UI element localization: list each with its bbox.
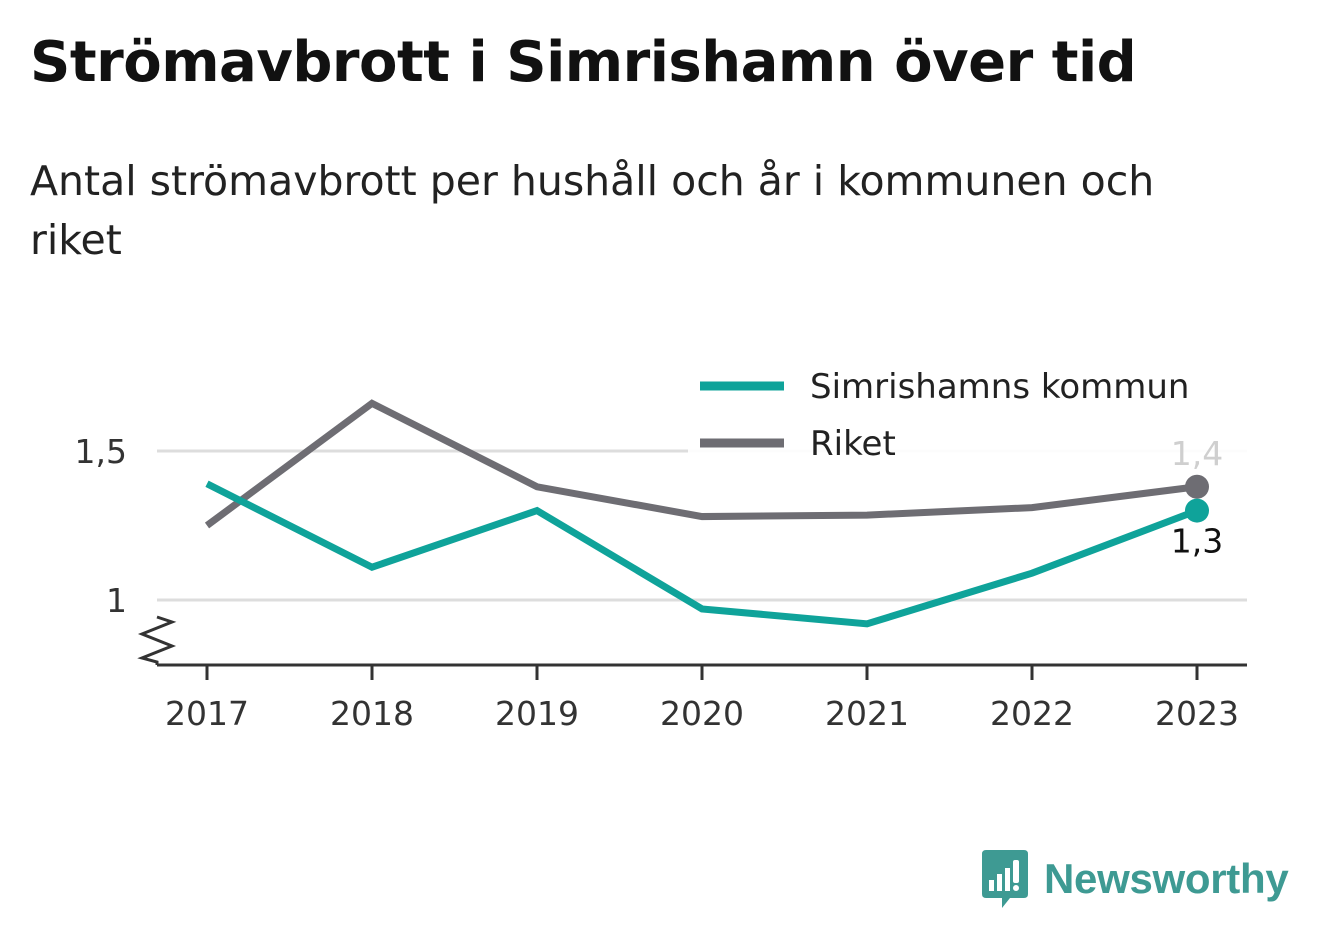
chart-subtitle: Antal strömavbrott per hushåll och år i … [30, 157, 1155, 264]
series-line-riket [204, 399, 1198, 529]
series-line-kommun [205, 480, 1199, 628]
legend-label: Riket [810, 424, 896, 464]
brand-name: Newsworthy [1044, 855, 1289, 902]
x-tick-label: 2017 [165, 694, 249, 733]
newsworthy-logo-icon [982, 850, 1028, 908]
x-tick-label: 2019 [495, 694, 579, 733]
chart-title: Strömavbrott i Simrishamn över tid [30, 30, 1137, 95]
data-labels: 1,3 1,4 [1171, 434, 1223, 561]
x-axis [137, 615, 1247, 667]
series-lines [204, 399, 1209, 628]
legend-label: Simrishamns kommun [810, 367, 1189, 407]
data-label-kommun: 1,3 [1171, 522, 1223, 561]
y-axis-ticks: 11,5 [75, 432, 127, 620]
x-tick-label: 2022 [990, 694, 1074, 733]
end-point-riket [1185, 474, 1209, 499]
x-axis-ticks: 2017 2018 2019 2020 2021 2022 2023 [165, 665, 1239, 733]
x-tick-label: 2018 [330, 694, 414, 733]
data-label-riket: 1,4 [1171, 434, 1223, 473]
legend: Simrishamns kommun Riket [688, 355, 1248, 465]
end-point-kommun [1185, 498, 1209, 523]
y-tick-label: 1,5 [75, 432, 127, 471]
x-tick-label: 2020 [660, 694, 744, 733]
newsworthy-logo: Newsworthy [980, 850, 1289, 908]
axis-break-icon [137, 615, 177, 665]
y-tick-label: 1 [106, 581, 127, 620]
gridlines [157, 449, 1247, 602]
x-tick-label: 2021 [825, 694, 909, 733]
x-tick-label: 2023 [1155, 694, 1239, 733]
